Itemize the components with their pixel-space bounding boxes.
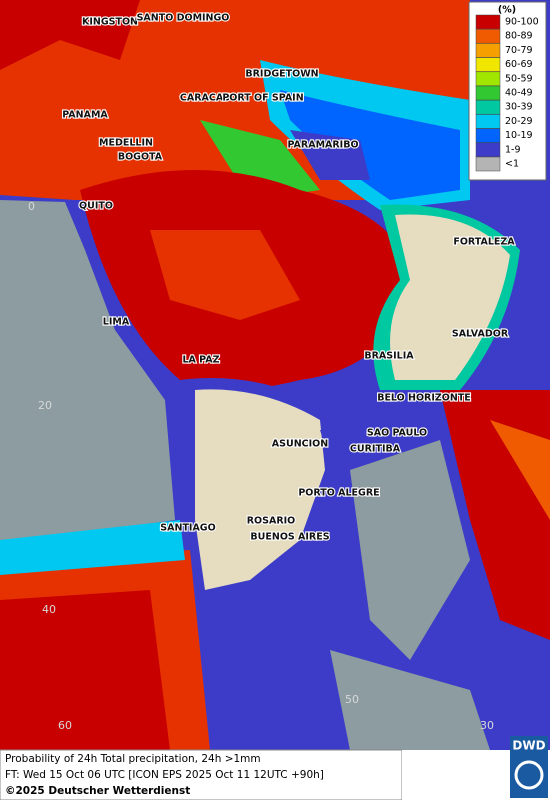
- city-label: MEDELLIN: [99, 138, 153, 149]
- legend-label: 90-100: [505, 17, 539, 28]
- logo-icon: [514, 760, 544, 790]
- legend-swatch: [475, 71, 501, 87]
- city-label: BRASILIA: [364, 351, 414, 362]
- city-label: SALVADOR: [452, 329, 509, 340]
- legend: (%) 90-100 80-89 70-79 60-69 50-59 40-49 30-39…: [468, 1, 547, 181]
- legend-swatch: [475, 28, 501, 44]
- city-label: BUENOS AIRES: [250, 532, 329, 543]
- city-label: BOGOTA: [118, 152, 163, 163]
- legend-swatch: [475, 142, 501, 158]
- grid-label: 20: [38, 399, 52, 412]
- city-label: BELO HORIZONTE: [377, 393, 471, 404]
- city-label: CARACAS: [180, 93, 230, 104]
- legend-label: 80-89: [505, 31, 533, 42]
- city-label: KINGSTON: [82, 17, 138, 28]
- legend-label: 1-9: [505, 144, 521, 155]
- legend-swatch: [475, 99, 501, 115]
- legend-swatch: [475, 85, 501, 101]
- precipitation-field: [0, 0, 550, 750]
- logo-text: DWD: [512, 739, 545, 753]
- legend-swatch: [475, 57, 501, 72]
- city-label: CURITIBA: [350, 444, 401, 455]
- legend-label: 70-79: [505, 45, 533, 56]
- city-label: PORT OF SPAIN: [222, 93, 303, 104]
- city-label: ASUNCION: [272, 439, 328, 450]
- legend-title: (%): [498, 5, 516, 16]
- city-label: LIMA: [103, 317, 130, 328]
- city-label: PARAMARIBO: [287, 140, 358, 151]
- grid-label: 60: [58, 719, 72, 732]
- footer-copyright: ©2025 Deutscher Wetterdienst: [5, 785, 190, 797]
- city-label: SANTIAGO: [160, 523, 215, 534]
- legend-label: 20-29: [505, 116, 533, 127]
- footer: Probability of 24h Total precipitation, …: [0, 736, 550, 800]
- city-label: ROSARIO: [247, 516, 296, 527]
- city-label: FORTALEZA: [453, 237, 515, 248]
- city-label: SANTO DOMINGO: [137, 13, 230, 24]
- legend-label: 10-19: [505, 130, 533, 141]
- legend-swatch: [475, 128, 501, 143]
- legend-swatch: [475, 114, 501, 129]
- footer-title: Probability of 24h Total precipitation, …: [5, 753, 261, 765]
- city-label: PANAMA: [62, 110, 108, 121]
- legend-label: <1: [505, 159, 519, 170]
- grid-label: 0: [28, 200, 35, 213]
- legend-label: 30-39: [505, 102, 533, 113]
- grid-label: 40: [42, 603, 56, 616]
- city-label: BRIDGETOWN: [245, 69, 318, 80]
- city-label: PORTO ALEGRE: [298, 488, 379, 499]
- grid-label: 50: [345, 693, 359, 706]
- legend-label: 60-69: [505, 59, 533, 70]
- grid-label: 30: [480, 719, 494, 732]
- legend-swatch: [475, 43, 501, 58]
- legend-label: 50-59: [505, 73, 533, 84]
- footer-forecast-time: FT: Wed 15 Oct 06 UTC [ICON EPS 2025 Oct…: [5, 769, 324, 781]
- city-label: LA PAZ: [182, 355, 219, 366]
- legend-swatch: [475, 156, 501, 172]
- legend-label: 40-49: [505, 88, 533, 99]
- city-label: SAO PAULO: [367, 428, 427, 439]
- city-label: QUITO: [79, 201, 113, 212]
- legend-swatch: [475, 14, 501, 30]
